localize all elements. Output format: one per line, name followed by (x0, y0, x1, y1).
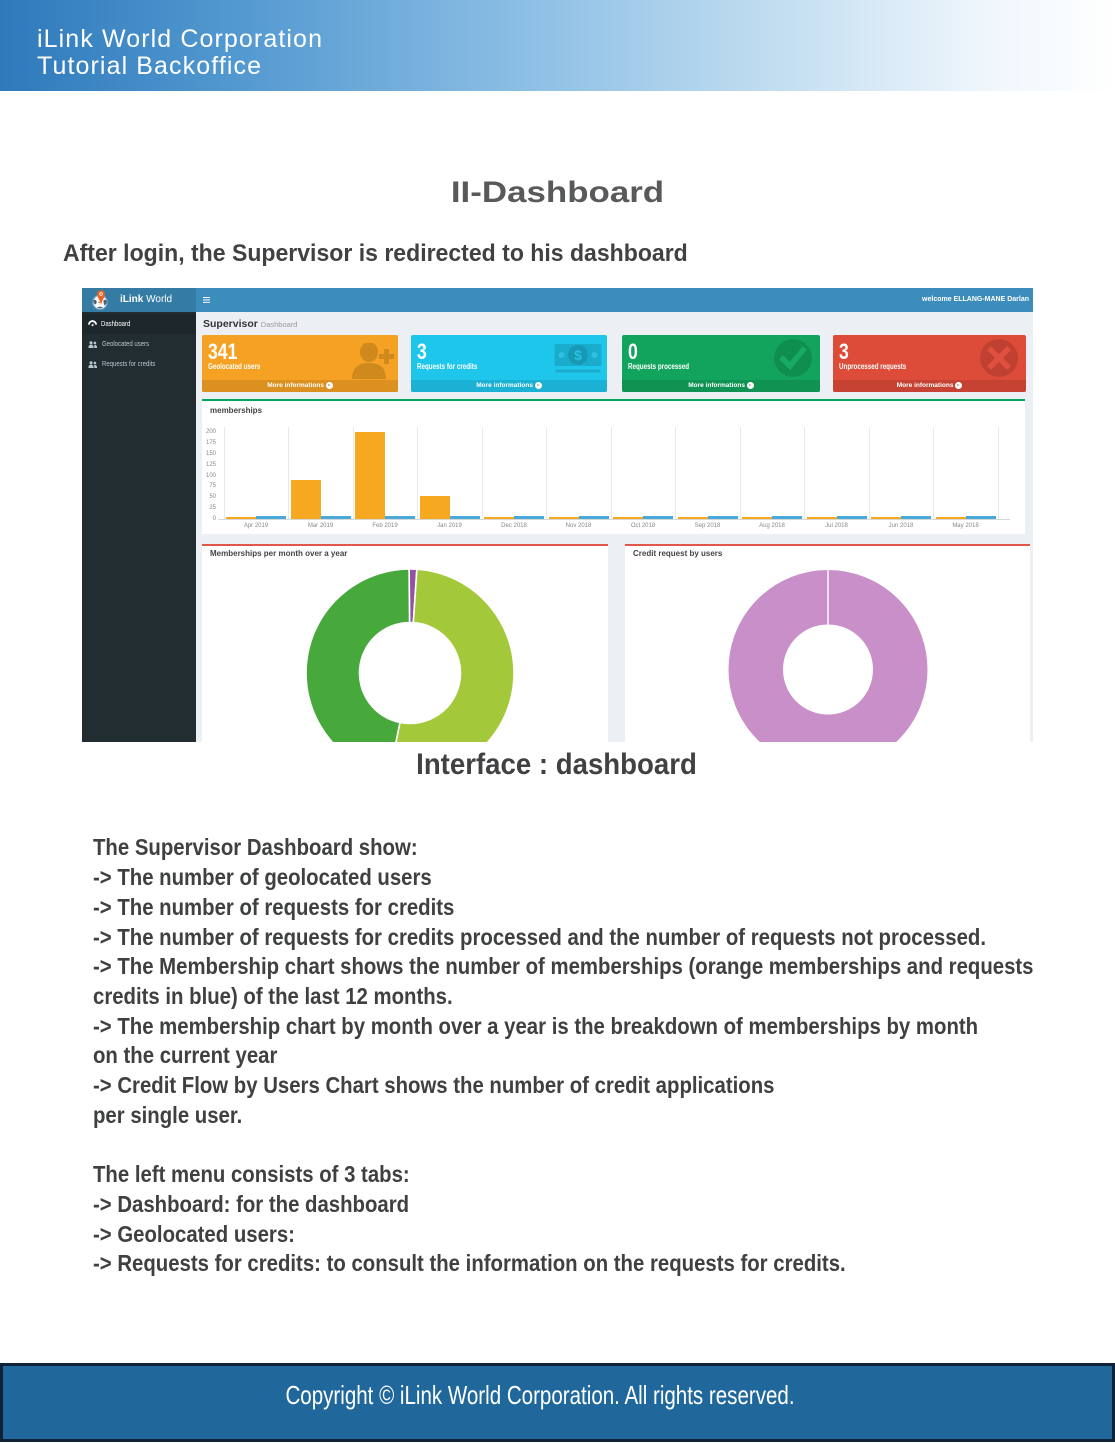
svg-text:$: $ (574, 347, 582, 363)
